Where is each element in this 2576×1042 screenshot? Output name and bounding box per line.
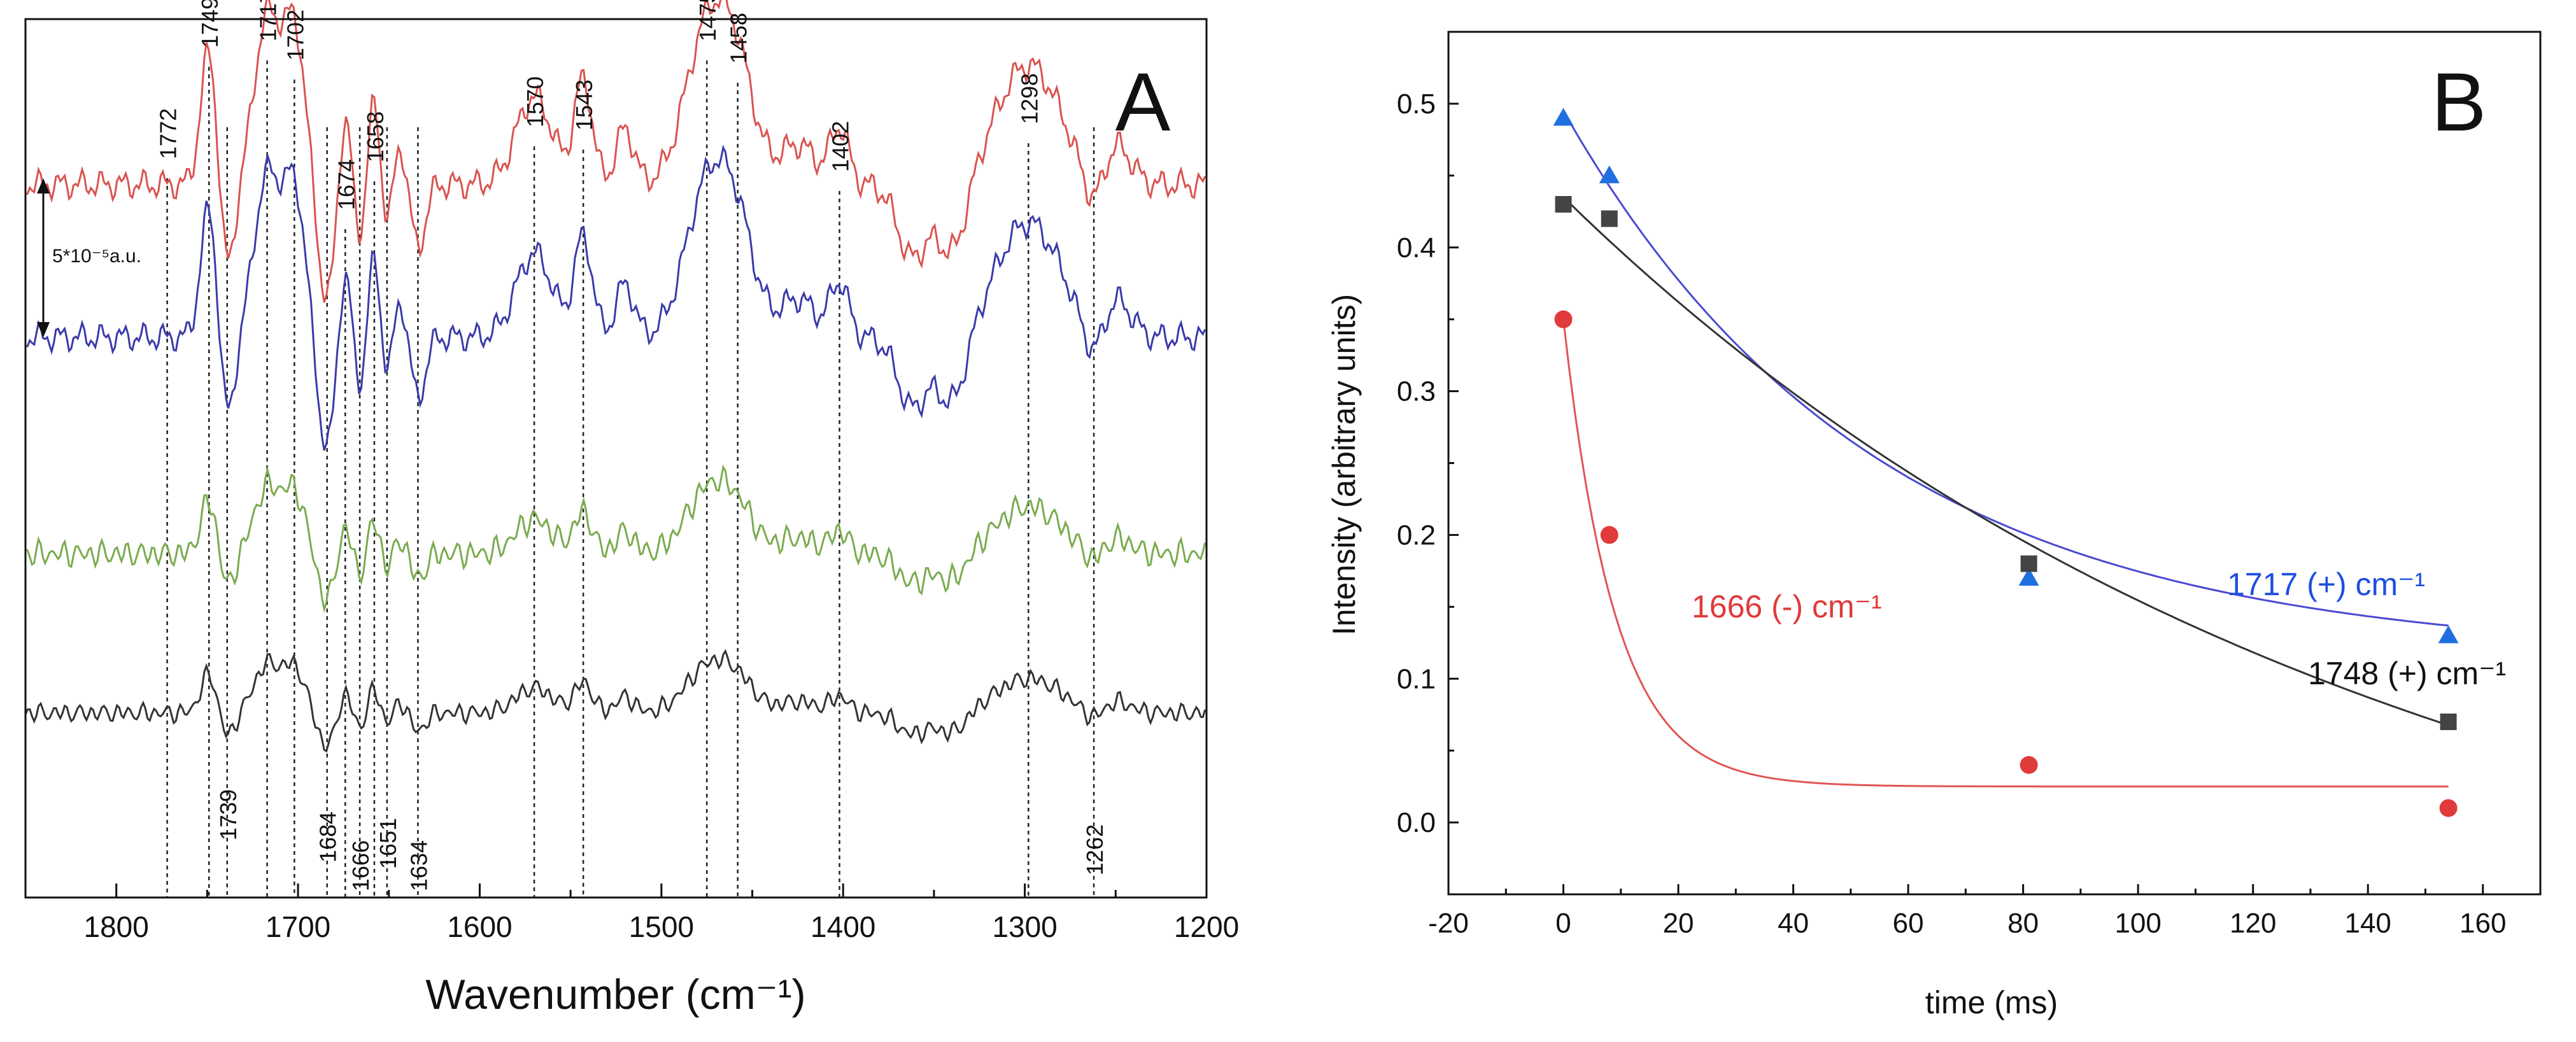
x-tick-label: 160 bbox=[2459, 908, 2506, 939]
x-tick-label: 1800 bbox=[84, 910, 149, 943]
x-tick-label: -20 bbox=[1428, 908, 1469, 939]
peak-label-1262: 1262 bbox=[1082, 824, 1108, 875]
x-tick-label: 1600 bbox=[447, 910, 512, 943]
point-triangle bbox=[1599, 165, 1620, 183]
peak-label-1702: 1702 bbox=[282, 10, 308, 60]
y-tick-label: 0.4 bbox=[1397, 232, 1436, 264]
peak-label-1458: 1458 bbox=[726, 13, 752, 64]
point-circle bbox=[2439, 799, 2458, 817]
point-circle bbox=[1554, 310, 1573, 328]
panel-a-x-axis: 1800 1700 1600 1500 1400 1300 1200 bbox=[24, 884, 1239, 943]
x-tick-label: 100 bbox=[2114, 908, 2161, 939]
peak-label-1739: 1739 bbox=[215, 789, 241, 840]
panel-b-axes: -20 0 20 40 60 80 100 120 140 160 0.0 0.1 0.2 0.3 0.4 0… bbox=[1397, 31, 2506, 939]
scale-bar: 5*10⁻⁵a.u. bbox=[37, 178, 141, 337]
panel-a-frame bbox=[24, 18, 1208, 899]
spectra-traces bbox=[24, 0, 1207, 753]
y-tick-label: 0.2 bbox=[1397, 519, 1436, 551]
peak-label-1298: 1298 bbox=[1016, 73, 1042, 124]
x-tick-label: 1700 bbox=[265, 910, 330, 943]
fit-curve-0 bbox=[1562, 110, 2449, 627]
point-square bbox=[2440, 714, 2457, 730]
peak-label-1772: 1772 bbox=[155, 108, 181, 159]
y-tick-label: 0.1 bbox=[1397, 663, 1436, 694]
panel-b-y-axis-title: Intensity (arbitrary units) bbox=[1326, 294, 1362, 635]
data-points bbox=[1553, 108, 2459, 817]
y-tick-label: 0.0 bbox=[1397, 807, 1436, 838]
spectrum-trace-1 bbox=[25, 0, 1207, 303]
point-triangle bbox=[1553, 108, 1574, 126]
panel-b-x-axis-title: time (ms) bbox=[1925, 985, 2058, 1020]
point-square bbox=[2020, 555, 2037, 572]
x-tick-label: 120 bbox=[2230, 908, 2276, 939]
peak-label-1475: 1475 bbox=[695, 0, 721, 41]
peak-label-1634: 1634 bbox=[406, 840, 432, 891]
peak-label-1658: 1658 bbox=[362, 111, 388, 162]
legend-label-1748: 1748 (+) cm⁻¹ bbox=[2308, 656, 2506, 691]
panel-b: -20 0 20 40 60 80 100 120 140 160 0.0 0.1 0.2 0.3 0.4 0… bbox=[1326, 31, 2542, 1020]
x-tick-label: 1400 bbox=[810, 910, 875, 943]
peak-label-1684: 1684 bbox=[315, 812, 341, 862]
point-triangle bbox=[2018, 568, 2039, 586]
fit-curve-2 bbox=[1562, 319, 2449, 788]
x-tick-label: 60 bbox=[1893, 908, 1924, 939]
point-triangle bbox=[2438, 625, 2459, 644]
scale-bar-arrow-up bbox=[37, 178, 50, 194]
x-tick-label: 40 bbox=[1778, 908, 1809, 939]
y-tick-label: 0.5 bbox=[1397, 88, 1436, 120]
y-tick-label: 0.3 bbox=[1397, 376, 1436, 407]
x-tick-label: 0 bbox=[1555, 908, 1571, 939]
spectrum-trace-3 bbox=[25, 465, 1207, 613]
fit-curve-1 bbox=[1562, 196, 2449, 726]
x-tick-label: 20 bbox=[1663, 908, 1694, 939]
panel-a-x-axis-title: Wavenumber (cm⁻¹) bbox=[425, 971, 805, 1018]
peak-label-1402: 1402 bbox=[828, 121, 854, 172]
point-circle bbox=[2020, 756, 2038, 774]
peak-label-1674: 1674 bbox=[333, 159, 359, 210]
peak-marker-lines bbox=[166, 60, 1095, 898]
point-circle bbox=[1600, 526, 1618, 544]
peak-label-1651: 1651 bbox=[375, 818, 401, 869]
scale-bar-arrow-down bbox=[37, 322, 50, 337]
x-tick-label: 80 bbox=[2007, 908, 2039, 939]
panel-b-label: B bbox=[2431, 55, 2487, 148]
spectrum-trace-2 bbox=[25, 144, 1207, 451]
panel-a: 1800 1700 1600 1500 1400 1300 1200 1749 1717 170… bbox=[24, 0, 1239, 1018]
fit-curves bbox=[1562, 110, 2449, 788]
peak-label-1570: 1570 bbox=[522, 76, 548, 127]
peak-label-1666: 1666 bbox=[348, 840, 374, 891]
peak-label-1717: 1717 bbox=[255, 0, 281, 41]
x-tick-label: 140 bbox=[2344, 908, 2391, 939]
panel-a-label: A bbox=[1115, 55, 1171, 148]
x-tick-label: 1300 bbox=[992, 910, 1057, 943]
x-tick-label: 1500 bbox=[629, 910, 694, 943]
point-square bbox=[1601, 210, 1618, 227]
x-tick-label: 1200 bbox=[1174, 910, 1239, 943]
spectrum-trace-4 bbox=[24, 649, 1207, 753]
point-square bbox=[1555, 196, 1572, 213]
peak-label-1749: 1749 bbox=[197, 0, 223, 48]
legend-label-1717: 1717 (+) cm⁻¹ bbox=[2227, 567, 2425, 602]
peak-label-1543: 1543 bbox=[571, 80, 597, 130]
scale-bar-label: 5*10⁻⁵a.u. bbox=[52, 246, 141, 267]
legend-label-1666: 1666 (-) cm⁻¹ bbox=[1692, 589, 1882, 624]
